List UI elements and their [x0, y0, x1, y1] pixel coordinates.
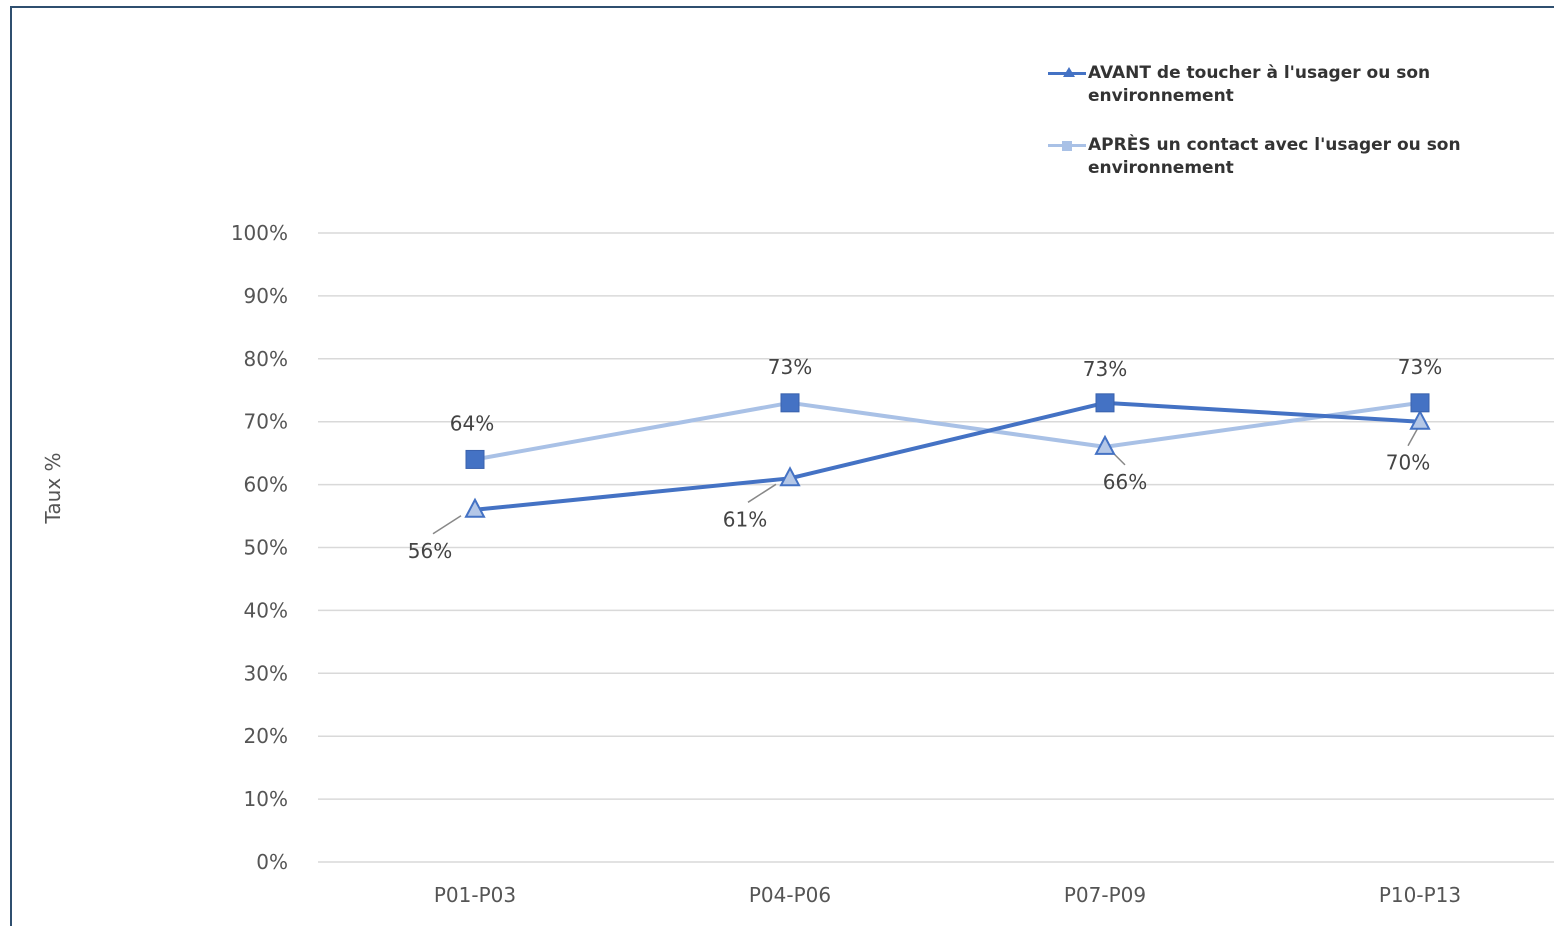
- triangle-marker: [1409, 409, 1431, 430]
- y-tick-label: 100%: [231, 221, 288, 245]
- triangle-marker: [1094, 434, 1116, 455]
- square-marker: [465, 449, 485, 469]
- triangle-marker: [779, 466, 801, 487]
- data-label: 66%: [1103, 470, 1147, 494]
- data-label: 61%: [723, 507, 767, 531]
- square-marker: [1410, 393, 1430, 413]
- y-tick-label: 30%: [244, 661, 288, 685]
- y-tick-label: 20%: [244, 724, 288, 748]
- square-marker: [780, 393, 800, 413]
- data-label-leader: [747, 483, 777, 503]
- data-labels: 56% 61% 73% 70% 64% 73% 66% 73%: [408, 355, 1442, 563]
- data-label: 64%: [450, 411, 494, 435]
- label-leader-lines: [432, 427, 1419, 535]
- data-label: 73%: [1398, 355, 1442, 379]
- data-label: 70%: [1386, 451, 1430, 475]
- y-tick-label: 10%: [244, 787, 288, 811]
- data-label-leader: [432, 515, 462, 535]
- x-axis-ticks: P01-P03 P04-P06 P07-P09 P10-P13: [434, 883, 1461, 907]
- y-tick-label: 0%: [256, 850, 288, 874]
- legend-label-apres: APRÈS un contact avec l'usager ou son en…: [1088, 135, 1461, 178]
- data-label: 73%: [768, 355, 812, 379]
- y-tick-label: 70%: [244, 410, 288, 434]
- series-line-avant: [474, 400, 1421, 512]
- x-tick-label: P07-P09: [1064, 883, 1146, 907]
- series-line-apres: [474, 400, 1421, 462]
- square-marker: [1095, 393, 1115, 413]
- x-tick-label: P10-P13: [1379, 883, 1461, 907]
- series-lines: [474, 400, 1421, 512]
- data-label-leader: [1407, 427, 1419, 447]
- data-label: 73%: [1083, 357, 1127, 381]
- gridlines: [318, 232, 1554, 863]
- y-tick-label: 40%: [244, 598, 288, 622]
- square-marker-icon: [1062, 141, 1072, 151]
- y-tick-label: 80%: [244, 347, 288, 371]
- chart-frame: [10, 6, 1554, 926]
- legend-label-avant: AVANT de toucher à l'usager ou son envir…: [1088, 63, 1431, 106]
- legend-item-apres: APRÈS un contact avec l'usager ou son en…: [1048, 134, 1518, 180]
- x-tick-label: P04-P06: [749, 883, 831, 907]
- y-axis-label: Taux %: [41, 452, 65, 524]
- legend-item-avant: AVANT de toucher à l'usager ou son envir…: [1048, 62, 1518, 108]
- x-tick-label: P01-P03: [434, 883, 516, 907]
- data-label: 56%: [408, 539, 452, 563]
- y-tick-label: 90%: [244, 284, 288, 308]
- series-markers: [464, 393, 1431, 518]
- triangle-marker: [464, 497, 486, 518]
- y-tick-label: 60%: [244, 473, 288, 497]
- y-tick-label: 50%: [244, 536, 288, 560]
- triangle-marker-icon: [1063, 67, 1075, 77]
- y-axis-ticks: 0% 10% 20% 30% 40% 50% 60% 70% 80% 90% 100%: [231, 221, 288, 874]
